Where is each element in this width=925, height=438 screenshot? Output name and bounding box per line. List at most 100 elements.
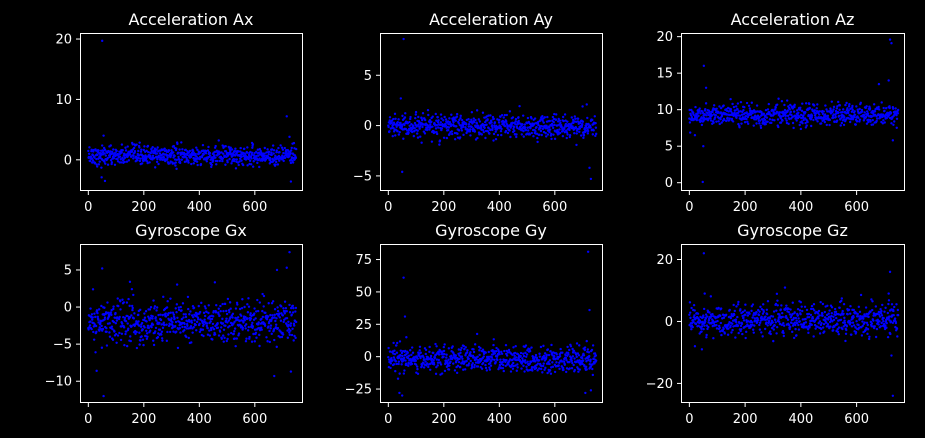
data-point	[740, 322, 744, 326]
data-point	[545, 135, 548, 138]
data-point	[153, 307, 156, 310]
data-point	[867, 315, 870, 319]
data-point	[116, 334, 120, 337]
data-point	[535, 126, 538, 129]
data-point	[111, 338, 115, 342]
data-point	[749, 113, 753, 116]
data-point	[762, 112, 765, 115]
data-point	[500, 127, 503, 131]
data-point	[790, 321, 793, 325]
data-point	[424, 352, 427, 356]
data-point	[490, 124, 494, 127]
data-point	[826, 304, 829, 307]
x-tick-label: 600	[844, 412, 869, 427]
data-point	[132, 146, 136, 150]
data-point	[435, 132, 439, 136]
data-point	[140, 335, 143, 338]
data-point	[729, 316, 733, 320]
data-point	[560, 125, 563, 129]
data-point	[254, 317, 257, 320]
data-point	[467, 117, 470, 121]
data-point	[177, 151, 180, 155]
data-point	[727, 119, 731, 122]
data-point	[177, 155, 180, 159]
data-point	[103, 306, 106, 309]
data-point	[273, 374, 276, 378]
data-point	[551, 361, 554, 364]
data-point	[257, 154, 260, 157]
data-point	[514, 345, 517, 348]
data-point	[397, 360, 401, 363]
data-point	[893, 120, 896, 123]
data-point	[275, 345, 278, 349]
data-point	[288, 311, 292, 314]
data-point	[866, 110, 869, 113]
data-point	[89, 159, 92, 163]
data-point	[424, 348, 428, 352]
data-point	[455, 112, 459, 116]
data-point	[869, 120, 872, 123]
data-point	[702, 327, 705, 331]
data-point	[731, 322, 734, 325]
data-point	[572, 363, 575, 367]
data-point	[865, 105, 868, 108]
data-point	[427, 113, 430, 117]
data-point	[892, 123, 895, 126]
data-point	[530, 131, 533, 135]
data-point	[781, 119, 784, 122]
data-point	[135, 143, 138, 146]
data-point	[126, 145, 129, 148]
data-point	[812, 118, 815, 122]
data-point	[108, 335, 112, 338]
data-point	[204, 152, 208, 155]
data-point	[810, 304, 814, 308]
data-point	[830, 100, 833, 103]
data-point	[774, 108, 777, 111]
data-point	[130, 314, 133, 317]
data-point	[159, 313, 162, 316]
data-point	[154, 326, 158, 330]
data-point	[731, 328, 734, 332]
data-point	[793, 103, 796, 107]
data-point	[539, 129, 543, 133]
data-point	[821, 112, 825, 116]
data-point	[743, 309, 747, 312]
data-point	[464, 126, 467, 129]
data-point	[172, 151, 175, 154]
data-point	[709, 119, 713, 122]
data-point	[557, 117, 560, 121]
data-point	[896, 335, 899, 338]
data-point	[722, 104, 725, 107]
data-point	[565, 131, 569, 134]
data-point	[690, 306, 693, 310]
data-point	[789, 325, 792, 329]
data-point	[123, 343, 126, 347]
data-point	[791, 301, 794, 304]
data-point	[222, 309, 225, 313]
data-point	[112, 148, 115, 151]
data-point	[567, 353, 570, 356]
data-point	[414, 359, 417, 363]
data-point	[837, 332, 840, 336]
data-point	[594, 121, 597, 125]
data-point	[704, 320, 707, 323]
data-point	[174, 307, 177, 310]
y-tick-label: −5	[53, 338, 72, 353]
data-point	[771, 315, 775, 318]
data-point	[436, 116, 439, 119]
data-point	[735, 116, 738, 119]
data-point	[247, 305, 251, 308]
data-point	[289, 161, 293, 165]
data-point	[254, 331, 258, 334]
data-point	[753, 324, 756, 327]
data-point	[719, 111, 723, 114]
data-point	[699, 112, 702, 115]
data-point	[482, 361, 485, 365]
data-point	[775, 325, 779, 329]
data-point	[418, 125, 422, 128]
data-point	[110, 161, 114, 164]
data-point	[283, 312, 286, 315]
data-point	[114, 322, 118, 325]
data-point	[577, 354, 581, 357]
data-point	[150, 325, 153, 329]
